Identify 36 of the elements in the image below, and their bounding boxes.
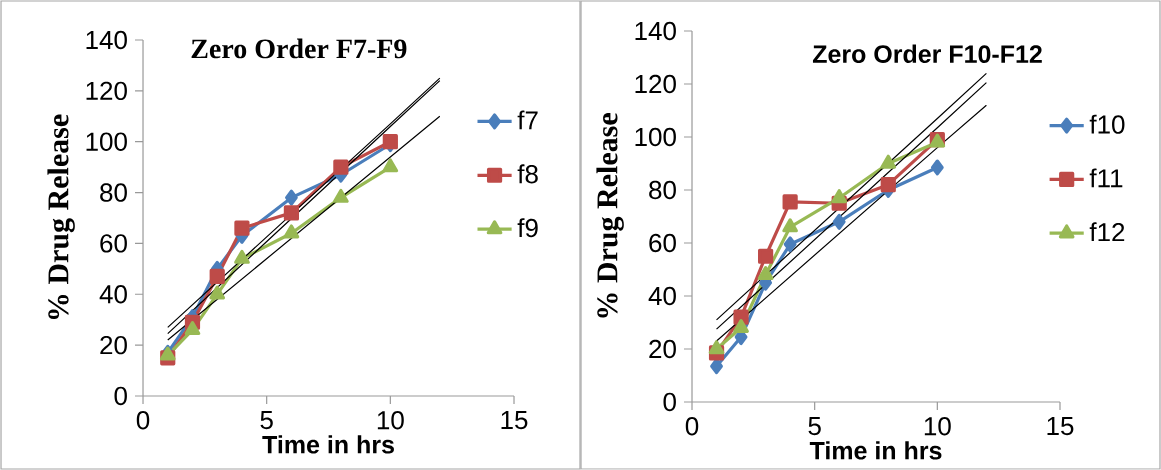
y-tick-label: 60 — [100, 234, 127, 253]
y-tick-label: 40 — [99, 285, 127, 304]
x-tick-label: 0 — [136, 411, 150, 430]
y-tick-label: 0 — [114, 386, 127, 406]
legend-label: f9 — [517, 218, 538, 238]
y-tick-label: 120 — [86, 81, 127, 101]
x-tick-label: 5 — [260, 411, 273, 430]
legend-label: f8 — [517, 164, 538, 184]
x-tick-label: 15 — [1047, 417, 1074, 436]
y-tick-label: 60 — [649, 233, 676, 253]
chart-title: Zero Order F10-F12 — [812, 44, 1042, 63]
y-tick-label: 40 — [648, 286, 676, 306]
y-axis-title: % Drug Release — [596, 113, 624, 318]
x-axis-title: Time in hrs — [262, 435, 394, 454]
x-tick-label: 10 — [377, 411, 404, 430]
x-tick-label: 0 — [685, 417, 699, 436]
legend-label: f12 — [1089, 222, 1125, 242]
x-axis-title: Time in hrs — [809, 441, 942, 460]
y-tick-label: 20 — [100, 335, 127, 355]
x-tick-label: 5 — [808, 417, 821, 436]
y-tick-label: 80 — [100, 183, 127, 202]
y-tick-label: 80 — [649, 180, 676, 200]
y-tick-label: 120 — [635, 74, 676, 94]
y-tick-label: 20 — [649, 339, 676, 359]
y-tick-label: 100 — [86, 132, 127, 151]
y-tick-label: 140 — [635, 21, 676, 41]
y-axis-title: % Drug Release — [47, 114, 75, 320]
legend-label: f11 — [1089, 168, 1123, 188]
legend-label: f7 — [517, 110, 538, 130]
y-tick-label: 100 — [635, 127, 676, 147]
chart-title: Zero Order F7-F9 — [191, 38, 407, 59]
y-tick-label: 0 — [663, 392, 676, 412]
x-tick-label: 10 — [924, 417, 951, 436]
legend-label: f10 — [1089, 114, 1125, 134]
x-tick-label: 15 — [501, 411, 528, 430]
y-tick-label: 140 — [86, 30, 127, 50]
